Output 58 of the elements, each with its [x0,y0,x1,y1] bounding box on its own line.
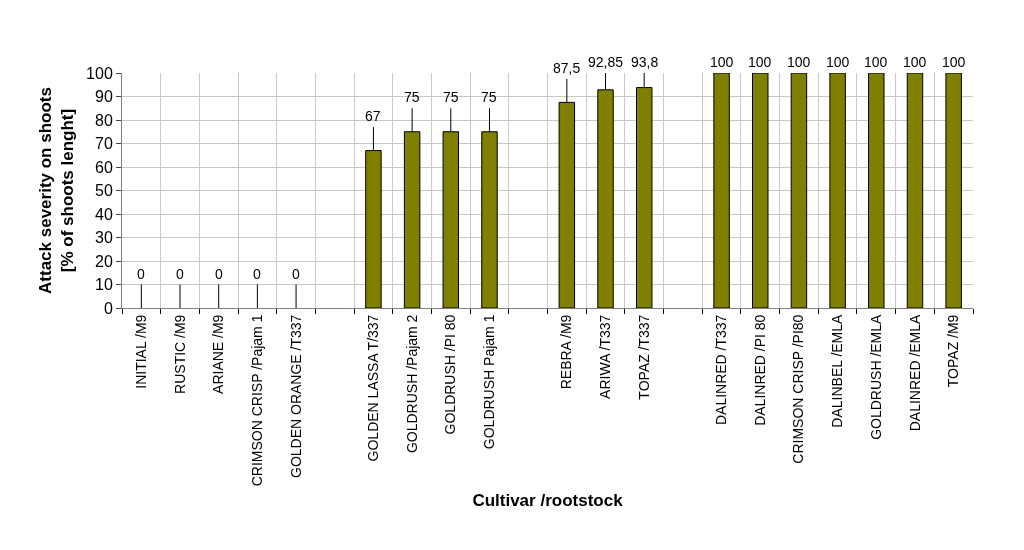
bar [829,73,846,308]
data-label: 87,5 [553,60,581,76]
data-label: 75 [481,89,497,105]
y-axis-title: Attack severity on shoots [% of shoots lenght] [35,87,77,294]
y-tick-label: 70 [95,135,113,153]
data-label: 75 [443,89,459,105]
data-label: 67 [365,108,381,124]
y-tick-label: 50 [95,182,113,200]
data-label: 100 [903,54,927,70]
data-label: 100 [826,54,850,70]
y-tick-label: 100 [86,64,113,82]
x-tick-label: GOLDRUSH /PI 80 [442,314,459,435]
x-tick-label: INITIAL /M9 [132,314,149,389]
x-tick-label: DALINRED /EMLA [906,313,923,432]
data-label: 100 [748,54,772,70]
data-label: 0 [253,266,261,282]
bar [790,73,808,308]
data-label: 0 [292,266,300,282]
bar [713,73,730,308]
bar [868,73,885,308]
data-label: 100 [787,54,811,70]
x-axis-title: Cultivar /rootstock [472,490,624,510]
x-tick-label: GOLDRUSH Pajam 1 [481,314,498,450]
y-tick-label: 0 [103,299,113,317]
y-tick-label: 40 [95,205,113,223]
x-tick-label: DALINRED /T337 [713,314,730,426]
x-tick-label: ARIANE /M9 [210,314,227,394]
x-tick-label: CRIMSON CRISP /Pajam 1 [248,314,265,487]
data-label: 100 [710,54,734,70]
y-tick-label: 30 [95,229,113,247]
y-tick-label: 20 [95,252,113,270]
y-tick-label: 60 [95,158,113,176]
data-label: 0 [176,266,184,282]
y-tick-label: 90 [95,88,113,106]
data-label: 0 [137,266,145,282]
bar [945,73,962,308]
data-label: 100 [942,54,966,70]
x-tick-label: GOLDRUSH /Pajam 2 [403,314,420,454]
bar [906,73,924,308]
data-label: 100 [864,54,888,70]
x-tick-label: CRIMSON CRISP /PI80 [790,314,807,464]
bar [752,73,769,308]
y-tick-label: 80 [95,111,113,129]
x-tick-label: TOPAZ /T337 [635,314,652,400]
x-tick-label: GOLDEN ORANGE /T337 [287,314,304,478]
data-label: 92,85 [588,54,624,70]
y-tick-label: 10 [95,276,113,294]
x-tick-label: GOLDRUSH /EMLA [867,313,884,440]
x-tick-label: REBRA /M9 [558,314,575,390]
x-tick-label: RUSTIC /M9 [171,314,188,394]
x-tick-label: TOPAZ /M9 [945,314,962,388]
x-tick-label: DALINRED /PI 80 [751,314,768,426]
x-tick-label: GOLDEN LASSA T/337 [364,314,381,462]
x-tick-label: DALINBEL /EMLA [829,313,846,428]
data-label: 93,8 [631,54,659,70]
data-label: 0 [215,266,223,282]
x-tick-label: ARIWA /T337 [597,314,614,399]
data-label: 75 [404,89,420,105]
